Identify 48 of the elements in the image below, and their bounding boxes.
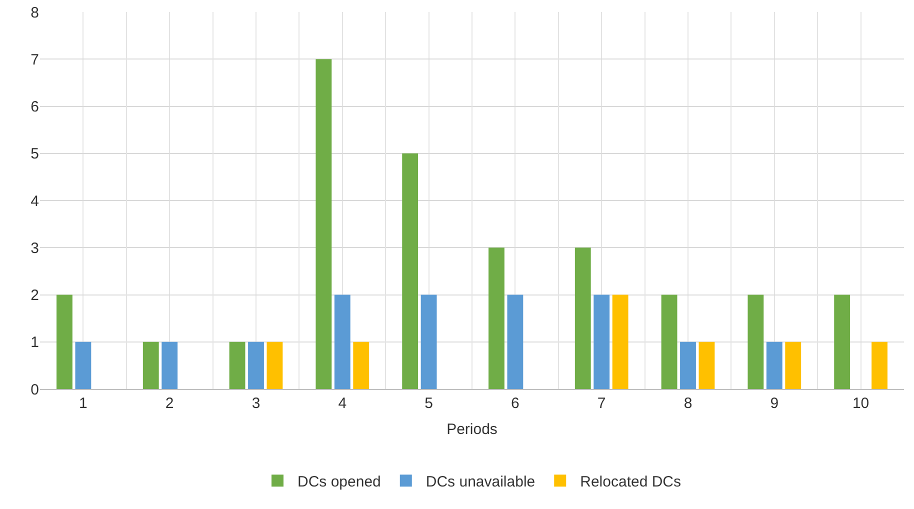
y-tick-label: 6 bbox=[30, 98, 39, 116]
bar bbox=[507, 294, 524, 389]
bar bbox=[316, 59, 332, 389]
y-tick-label: 0 bbox=[30, 381, 39, 398]
bar bbox=[56, 294, 72, 389]
y-tick-label: 1 bbox=[30, 334, 39, 352]
x-tick-label: 10 bbox=[852, 395, 870, 412]
y-tick-label: 2 bbox=[30, 287, 39, 304]
x-tick-label: 9 bbox=[770, 395, 779, 412]
legend-label: DCs unavailable bbox=[426, 474, 536, 490]
x-tick-label: 1 bbox=[79, 395, 88, 412]
bar bbox=[661, 294, 678, 389]
bar bbox=[142, 342, 159, 389]
legend-label: Relocated DCs bbox=[580, 474, 682, 490]
x-tick-label: 6 bbox=[511, 395, 520, 412]
bar bbox=[574, 248, 591, 389]
bar bbox=[334, 294, 350, 389]
bar bbox=[402, 153, 418, 389]
bar bbox=[353, 342, 370, 389]
bar bbox=[75, 342, 92, 389]
bar bbox=[266, 342, 283, 389]
x-axis-title: Periods bbox=[446, 421, 498, 438]
bar bbox=[420, 294, 437, 389]
x-tick-label: 5 bbox=[424, 395, 433, 412]
x-tick-label: 2 bbox=[165, 395, 174, 412]
bar bbox=[488, 248, 504, 389]
bar bbox=[594, 294, 610, 389]
x-tick-label: 3 bbox=[252, 395, 260, 412]
x-tick-label: 7 bbox=[597, 395, 606, 412]
bar bbox=[785, 342, 802, 389]
bar bbox=[248, 342, 264, 389]
bar bbox=[698, 342, 715, 389]
y-tick-label: 7 bbox=[30, 51, 39, 68]
y-tick-label: 4 bbox=[30, 192, 39, 210]
bar bbox=[748, 294, 764, 389]
x-tick-label: 8 bbox=[684, 395, 692, 412]
bar bbox=[680, 342, 696, 389]
bar bbox=[766, 342, 782, 389]
bar bbox=[229, 342, 246, 389]
y-tick-label: 3 bbox=[30, 240, 39, 257]
bar bbox=[872, 342, 888, 389]
legend-label: DCs opened bbox=[298, 474, 381, 490]
bar bbox=[834, 294, 850, 389]
y-tick-label: 5 bbox=[30, 146, 39, 163]
x-tick-label: 4 bbox=[338, 395, 347, 412]
bar bbox=[162, 342, 178, 389]
y-tick-label: 8 bbox=[30, 4, 39, 22]
bar bbox=[612, 294, 628, 389]
